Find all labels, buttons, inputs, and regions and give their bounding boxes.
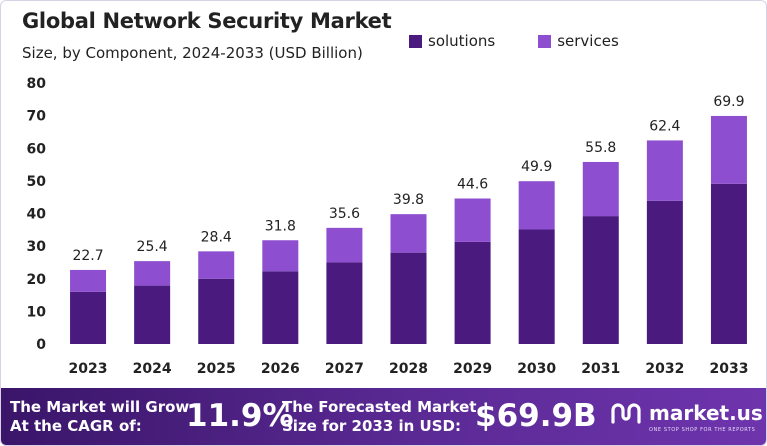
bar-solutions-2027: [326, 262, 363, 344]
cagr-value: 11.9%: [186, 398, 294, 434]
legend-swatch-services: [538, 34, 552, 48]
x-tick-label: 2024: [133, 361, 172, 377]
x-tick-label: 2031: [581, 361, 620, 377]
bar-services-2028: [390, 214, 427, 253]
x-tick-label: 2032: [645, 361, 684, 377]
data-label-2030: 49.9: [521, 159, 552, 175]
brand-tagline: ONE STOP SHOP FOR THE REPORTS: [649, 427, 756, 433]
bar-solutions-2024: [134, 285, 171, 344]
bar-services-2033: [710, 115, 747, 184]
legend-label-solutions: solutions: [428, 32, 496, 50]
footer-banner: The Market will Grow At the CAGR of: 11.…: [1, 388, 766, 445]
chart-subtitle: Size, by Component, 2024-2033 (USD Billi…: [22, 44, 363, 62]
chart-legend: solutions services: [409, 32, 662, 50]
x-tick-label: 2029: [453, 361, 492, 377]
data-label-2033: 69.9: [713, 94, 744, 110]
brand-name: market.us: [649, 401, 763, 425]
x-tick-label: 2023: [69, 361, 108, 377]
cagr-caption-line2: At the CAGR of:: [10, 417, 142, 435]
bar-solutions-2030: [518, 229, 555, 344]
data-label-2025: 28.4: [201, 229, 232, 245]
bar-services-2030: [518, 181, 555, 230]
bar-services-2025: [198, 251, 235, 279]
bar-solutions-2028: [390, 252, 427, 344]
legend-item-solutions: solutions: [409, 32, 495, 50]
y-tick-label: 50: [27, 174, 47, 190]
data-label-2026: 31.8: [265, 218, 296, 234]
legend-label-services: services: [557, 32, 619, 50]
x-tick-label: 2025: [197, 361, 236, 377]
market-us-logo-icon: [611, 403, 641, 424]
bar-solutions-2023: [70, 291, 107, 344]
data-label-2023: 22.7: [72, 248, 103, 264]
legend-swatch-solutions: [409, 34, 422, 48]
bar-services-2031: [582, 161, 619, 217]
bar-solutions-2032: [646, 200, 683, 344]
data-label-2027: 35.6: [329, 206, 360, 222]
cagr-caption: The Market will Grow At the CAGR of:: [10, 398, 189, 436]
bar-solutions-2033: [710, 183, 747, 344]
y-tick-label: 20: [27, 272, 47, 288]
y-tick-label: 0: [36, 337, 46, 353]
data-label-2024: 25.4: [137, 239, 168, 255]
legend-item-services: services: [538, 32, 619, 50]
bar-chart: 0102030405060708022.7202325.4202428.4202…: [27, 76, 749, 377]
forecast-caption-line2: Size for 2033 in USD:: [282, 417, 461, 435]
x-tick-label: 2028: [389, 361, 428, 377]
data-label-2031: 55.8: [585, 140, 616, 156]
bar-services-2029: [454, 198, 491, 242]
bar-solutions-2031: [582, 216, 619, 344]
y-tick-label: 40: [27, 207, 47, 223]
bar-solutions-2029: [454, 241, 491, 344]
forecast-caption: The Forecasted Market Size for 2033 in U…: [282, 398, 476, 436]
data-label-2029: 44.6: [457, 176, 488, 192]
x-tick-label: 2026: [261, 361, 300, 377]
y-tick-label: 80: [27, 76, 47, 92]
brand-logo[interactable]: market.us ONE STOP SHOP FOR THE REPORTS: [609, 400, 763, 433]
x-tick-label: 2033: [709, 361, 748, 377]
bar-solutions-2025: [198, 278, 235, 344]
forecast-value: $69.9B: [475, 398, 597, 434]
cagr-caption-line1: The Market will Grow: [10, 398, 190, 416]
chart-title: Global Network Security Market: [22, 9, 392, 33]
data-label-2032: 62.4: [649, 118, 680, 134]
x-tick-label: 2030: [517, 361, 556, 377]
y-tick-label: 10: [27, 304, 47, 320]
bar-services-2027: [326, 227, 363, 263]
x-tick-label: 2027: [325, 361, 364, 377]
forecast-caption-line1: The Forecasted Market: [282, 398, 477, 416]
bar-solutions-2026: [262, 271, 299, 344]
y-tick-label: 30: [27, 239, 47, 255]
data-label-2028: 39.8: [393, 192, 424, 208]
y-tick-label: 60: [27, 141, 47, 157]
bar-services-2023: [70, 269, 107, 292]
bar-services-2026: [262, 240, 299, 272]
bar-services-2032: [646, 140, 683, 201]
y-tick-label: 70: [27, 109, 47, 125]
bar-services-2024: [134, 261, 171, 286]
